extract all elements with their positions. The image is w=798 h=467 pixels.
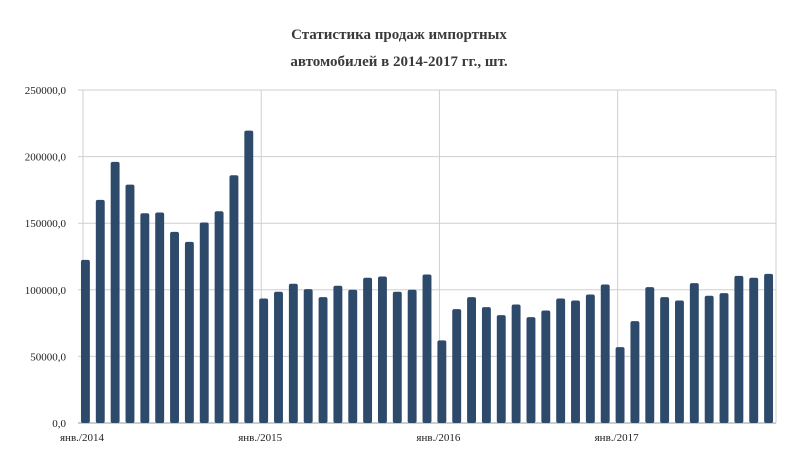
bar bbox=[526, 317, 536, 423]
bar bbox=[214, 211, 224, 423]
bar bbox=[363, 277, 373, 423]
bar bbox=[452, 309, 462, 423]
chart-title: Статистика продаж импортных автомобилей … bbox=[0, 22, 798, 76]
bar bbox=[467, 297, 477, 423]
bar bbox=[645, 287, 655, 423]
bar bbox=[80, 259, 90, 423]
bar bbox=[675, 300, 684, 423]
bar bbox=[95, 199, 105, 423]
y-tick-label: 200000,0 bbox=[25, 152, 67, 164]
x-tick-label: янв./2015 bbox=[238, 432, 282, 444]
chart-title-line-2: автомобилей в 2014-2017 гг., шт. bbox=[290, 54, 508, 70]
bar bbox=[511, 304, 521, 423]
bar bbox=[749, 277, 759, 423]
bar bbox=[392, 291, 402, 423]
bar bbox=[318, 297, 328, 423]
x-tick-label: янв./2014 bbox=[60, 432, 104, 444]
bar bbox=[600, 284, 610, 423]
bar bbox=[689, 283, 699, 423]
bar bbox=[170, 231, 179, 423]
bar bbox=[288, 283, 298, 423]
bar bbox=[422, 274, 432, 423]
bar bbox=[348, 289, 358, 423]
bar bbox=[155, 212, 165, 423]
bar bbox=[110, 161, 120, 424]
y-tick-label: 250000,0 bbox=[25, 85, 67, 97]
bar bbox=[734, 275, 744, 423]
bar bbox=[199, 222, 209, 423]
bar bbox=[630, 321, 640, 423]
y-tick-label: 100000,0 bbox=[25, 285, 67, 297]
bar bbox=[259, 298, 269, 423]
y-tick-label: 150000,0 bbox=[25, 218, 67, 230]
bar bbox=[571, 300, 580, 423]
bar bbox=[764, 273, 774, 423]
chart-title-line-1: Статистика продаж импортных bbox=[291, 27, 507, 43]
bar bbox=[407, 289, 417, 423]
bar bbox=[229, 175, 239, 423]
bar bbox=[333, 285, 343, 423]
bar bbox=[184, 241, 194, 423]
bar bbox=[585, 294, 595, 423]
bar bbox=[244, 130, 254, 423]
bar bbox=[125, 184, 135, 423]
bar bbox=[541, 310, 551, 423]
bar bbox=[140, 213, 150, 423]
y-tick-label: 0,0 bbox=[52, 418, 66, 430]
bar bbox=[481, 307, 491, 423]
bar bbox=[496, 315, 506, 423]
bar bbox=[274, 291, 283, 423]
bar bbox=[303, 289, 313, 423]
bar bbox=[704, 295, 714, 423]
y-tick-label: 50000,0 bbox=[30, 351, 66, 363]
bar bbox=[437, 340, 447, 423]
bar bbox=[719, 293, 729, 423]
bar bbox=[556, 298, 566, 423]
bar bbox=[377, 276, 387, 423]
bar bbox=[615, 347, 625, 423]
bar bbox=[660, 297, 670, 423]
x-tick-label: янв./2017 bbox=[595, 432, 639, 444]
x-tick-label: янв./2016 bbox=[416, 432, 460, 444]
